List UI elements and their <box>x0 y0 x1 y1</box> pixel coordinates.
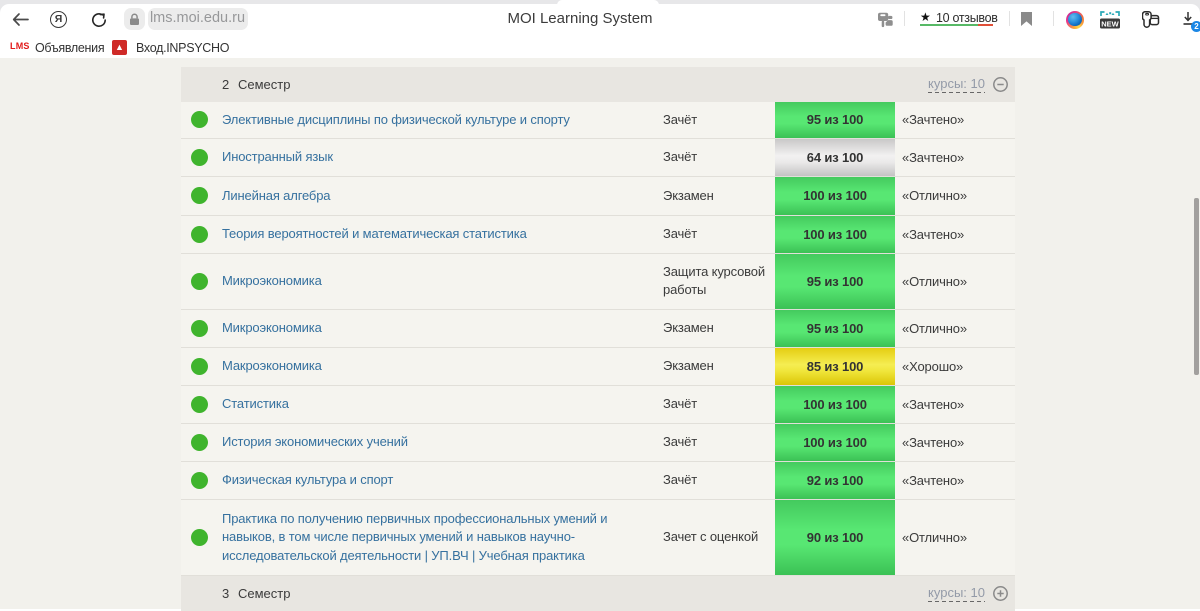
svg-text:NEW: NEW <box>1101 19 1119 28</box>
